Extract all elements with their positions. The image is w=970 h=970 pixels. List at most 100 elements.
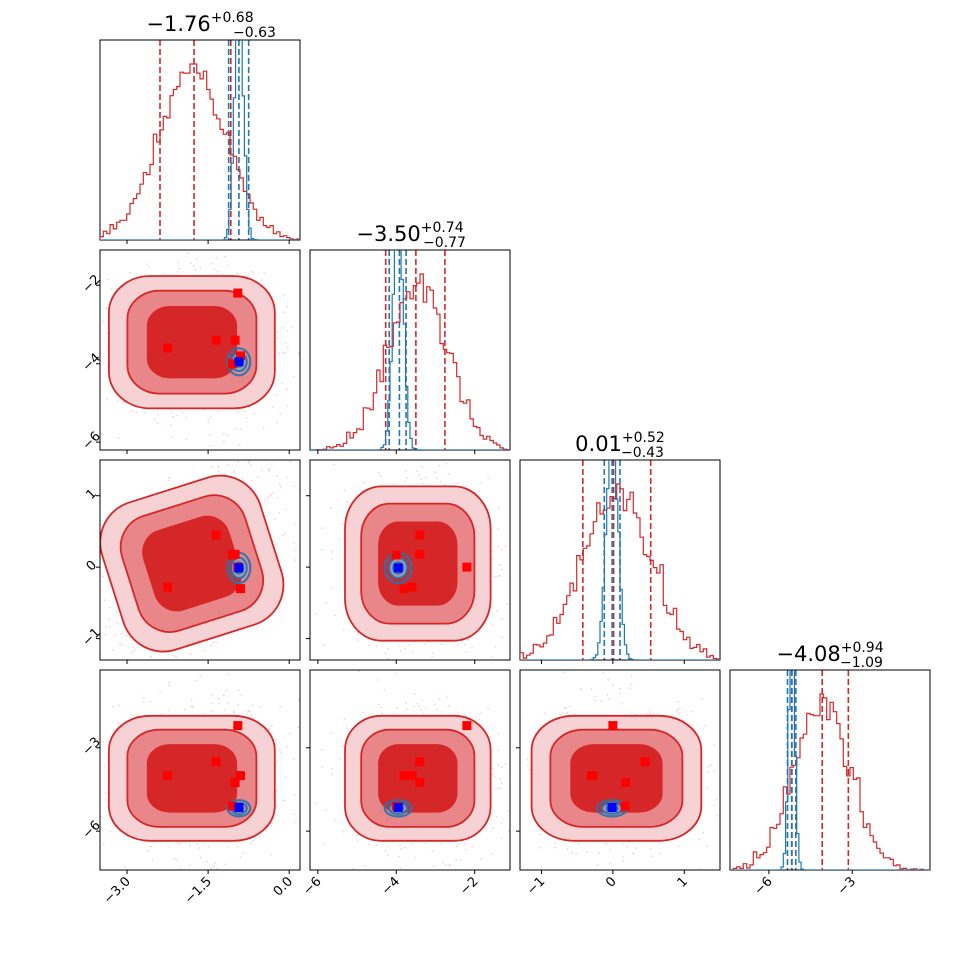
sample-point bbox=[515, 798, 517, 800]
sample-point bbox=[217, 465, 220, 468]
sample-point bbox=[262, 427, 265, 429]
hist-3-3-red bbox=[730, 693, 930, 870]
sample-point bbox=[307, 478, 309, 480]
sample-point bbox=[678, 707, 681, 710]
sample-point bbox=[404, 648, 406, 650]
sample-point bbox=[278, 352, 281, 355]
red-marker bbox=[415, 549, 425, 559]
red-marker bbox=[608, 721, 618, 731]
sample-point bbox=[227, 845, 230, 848]
title-median: −1.76 bbox=[146, 12, 210, 36]
sample-point bbox=[516, 782, 518, 784]
sample-point bbox=[294, 559, 297, 561]
sample-point bbox=[491, 656, 494, 659]
panels-layer: −6−4−2−101−3.0 −1.5 0.0−6−3−6 −4 −2 −1 0 1 −6 −3 bbox=[76, 39, 931, 907]
panel-frame bbox=[99, 249, 301, 451]
sample-point bbox=[289, 460, 292, 463]
sample-point bbox=[404, 902, 406, 904]
sample-point bbox=[619, 687, 621, 690]
sample-point bbox=[622, 843, 625, 846]
red-marker bbox=[415, 778, 425, 787]
sample-point bbox=[236, 411, 239, 414]
sample-point bbox=[742, 780, 744, 782]
sample-point bbox=[120, 632, 123, 635]
sample-point bbox=[82, 329, 84, 331]
red-marker bbox=[211, 335, 221, 345]
sample-point bbox=[276, 805, 278, 807]
sample-point bbox=[211, 702, 214, 705]
sample-point bbox=[394, 672, 397, 675]
sample-point bbox=[142, 701, 145, 704]
sample-point bbox=[658, 852, 661, 855]
sample-point bbox=[324, 601, 327, 604]
sample-point bbox=[300, 288, 302, 290]
sample-point bbox=[622, 859, 625, 862]
title-plus: +0.68 bbox=[211, 10, 254, 26]
sample-point bbox=[216, 641, 219, 644]
sample-point bbox=[356, 631, 359, 634]
sample-point bbox=[444, 864, 447, 867]
sample-point bbox=[93, 331, 95, 333]
sample-point bbox=[436, 708, 439, 711]
sample-point bbox=[506, 810, 509, 812]
sample-point bbox=[149, 845, 152, 848]
sample-point bbox=[356, 640, 359, 642]
sample-point bbox=[248, 406, 251, 409]
sample-point bbox=[478, 718, 480, 721]
sample-point bbox=[456, 843, 459, 846]
sample-point bbox=[713, 770, 716, 772]
sample-point bbox=[146, 263, 149, 265]
sample-point bbox=[102, 843, 105, 846]
sample-point bbox=[352, 868, 355, 870]
sample-point bbox=[400, 649, 403, 652]
title-param-3: 0.01+0.52 bbox=[575, 430, 665, 456]
sample-point bbox=[329, 732, 332, 734]
red-marker bbox=[230, 335, 240, 345]
red-marker bbox=[163, 771, 173, 781]
sample-point bbox=[676, 700, 679, 703]
sample-point bbox=[538, 846, 541, 849]
sample-point bbox=[434, 703, 437, 706]
sample-point bbox=[146, 237, 148, 239]
sample-point bbox=[170, 411, 173, 414]
sample-point bbox=[609, 848, 612, 851]
sample-point bbox=[479, 858, 482, 861]
sample-point bbox=[76, 385, 78, 387]
sample-point bbox=[338, 538, 341, 541]
sample-point bbox=[512, 794, 514, 796]
sample-point bbox=[236, 272, 239, 275]
sample-point bbox=[210, 415, 212, 418]
sample-point bbox=[213, 865, 216, 868]
sample-point bbox=[324, 809, 327, 811]
sample-point bbox=[321, 527, 324, 530]
sample-point bbox=[117, 622, 119, 625]
sample-point bbox=[507, 830, 510, 833]
sample-point bbox=[554, 846, 556, 849]
sample-point bbox=[150, 655, 153, 658]
panel-frame bbox=[729, 669, 931, 871]
sample-point bbox=[516, 809, 518, 811]
blue-contour-level-1 bbox=[383, 799, 413, 818]
sample-point bbox=[445, 696, 448, 699]
sample-point bbox=[612, 684, 614, 686]
panel-3-1: −101 bbox=[80, 459, 309, 664]
sample-point bbox=[438, 698, 441, 701]
sample-point bbox=[418, 474, 421, 477]
sample-point bbox=[619, 904, 621, 906]
sample-point bbox=[252, 717, 255, 719]
sample-point bbox=[422, 712, 425, 715]
sample-point bbox=[445, 872, 447, 874]
sample-point bbox=[676, 708, 679, 711]
sample-point bbox=[465, 485, 467, 488]
sample-point bbox=[278, 748, 281, 751]
sample-point bbox=[480, 712, 483, 714]
sample-point bbox=[196, 843, 199, 845]
sample-point bbox=[356, 833, 359, 836]
red-marker bbox=[621, 778, 631, 787]
panel-frame bbox=[309, 669, 511, 871]
sample-point bbox=[387, 657, 389, 660]
sample-point bbox=[375, 844, 378, 846]
red-marker bbox=[211, 757, 221, 767]
sample-point bbox=[237, 460, 240, 463]
sample-point bbox=[392, 712, 395, 715]
